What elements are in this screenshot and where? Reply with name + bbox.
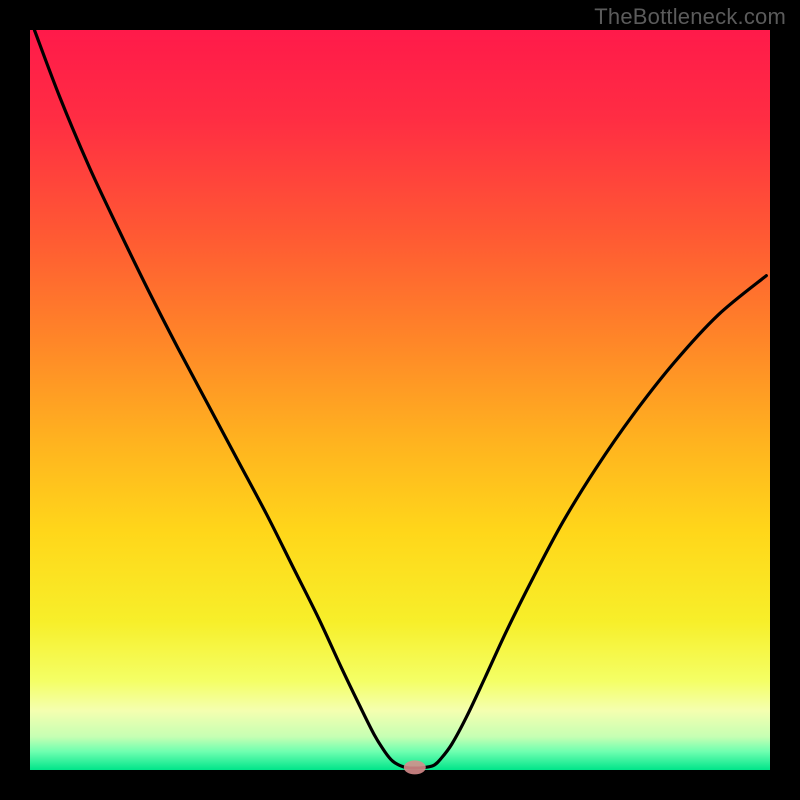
optimal-point-marker (404, 760, 426, 774)
plot-background (30, 30, 770, 770)
bottleneck-chart (0, 0, 800, 800)
chart-canvas: TheBottleneck.com (0, 0, 800, 800)
